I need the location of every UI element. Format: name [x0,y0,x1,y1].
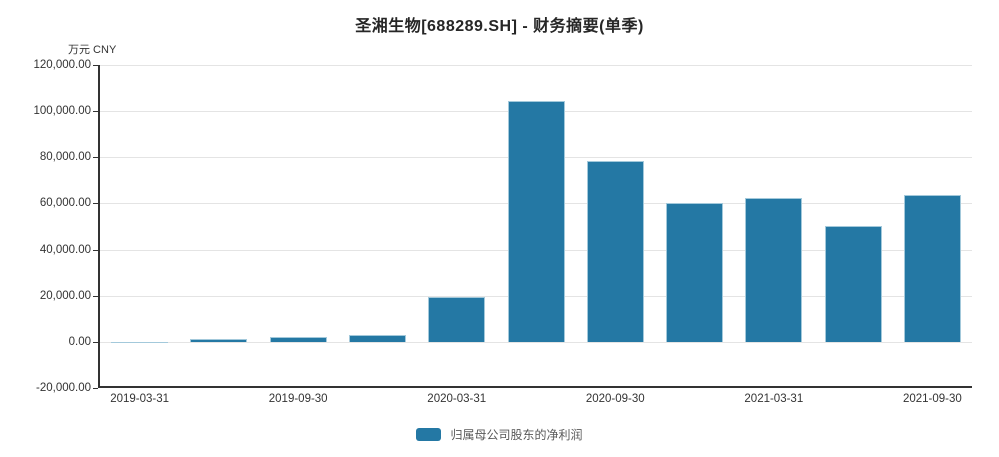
x-tick-label: 2021-09-30 [902,393,962,405]
y-axis-line [98,65,100,388]
y-tick-label: 60,000.00 [39,197,91,210]
bar-2020-12-31[interactable] [666,202,724,342]
bar-2019-09-30[interactable] [269,337,327,342]
x-tick-label: 2019-09-30 [268,393,328,405]
x-tick-label: 2020-03-31 [427,393,487,405]
x-tick-label: 2019-03-31 [110,393,170,405]
bar-2019-06-30[interactable] [190,338,248,342]
plot-area [93,65,972,389]
bar-2020-09-30[interactable] [586,160,644,342]
y-tick-mark [93,203,98,205]
legend[interactable]: 归属母公司股东的净利润 [0,426,999,443]
y-tick-mark [93,388,98,389]
bar-2021-06-30[interactable] [824,226,882,342]
y-tick-label: 0.00 [68,335,91,348]
y-tick-label: -20,000.00 [36,382,91,394]
y-tick-label: 100,000.00 [33,105,91,118]
y-tick-mark [93,65,98,66]
y-tick-label: 120,000.00 [33,59,91,71]
bar-2021-03-31[interactable] [745,198,803,342]
y-tick-label: 80,000.00 [39,151,91,164]
y-tick-label: 40,000.00 [39,243,91,256]
x-axis-line [100,386,972,388]
legend-label: 归属母公司股东的净利润 [450,428,583,442]
gridline [100,341,972,343]
gridline [100,65,972,66]
y-tick-mark [93,341,98,343]
y-tick-mark [93,249,98,251]
x-tick-label: 2021-03-31 [744,393,804,405]
bar-2019-03-31[interactable] [111,341,169,343]
y-tick-mark [93,111,98,113]
legend-swatch-icon [416,428,442,441]
y-tick-mark [93,157,98,159]
bar-2021-09-30[interactable] [903,195,961,342]
y-tick-mark [93,295,98,297]
bar-2020-03-31[interactable] [428,297,486,342]
y-axis-unit-label: 万元 CNY [68,44,117,56]
bar-2020-06-30[interactable] [507,101,565,342]
chart-title: 圣湘生物[688289.SH] - 财务摘要(单季) [355,18,644,35]
y-tick-label: 20,000.00 [39,289,91,302]
bar-2019-12-31[interactable] [348,335,406,342]
x-tick-label: 2020-09-30 [585,393,645,405]
